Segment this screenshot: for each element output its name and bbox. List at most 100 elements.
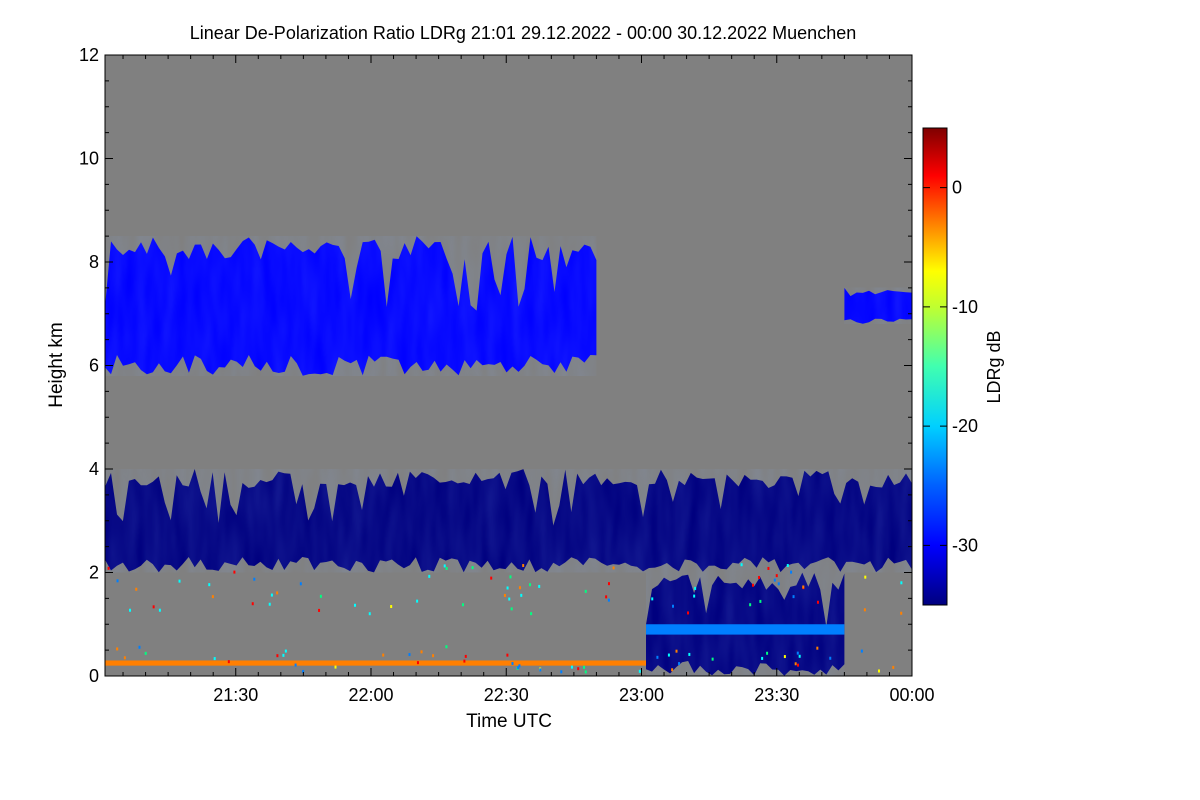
speckle-pixel xyxy=(253,577,256,581)
feature-melting-layer xyxy=(646,624,845,635)
speckle-pixel xyxy=(796,663,799,667)
speckle-pixel xyxy=(583,665,586,669)
speckle-pixel xyxy=(135,587,138,591)
speckle-pixel xyxy=(368,612,371,616)
speckle-pixel xyxy=(443,564,446,568)
y-axis-label: Height km xyxy=(46,322,67,408)
speckle-pixel xyxy=(773,578,776,582)
speckle-pixel xyxy=(284,649,287,653)
speckle-pixel xyxy=(539,668,542,672)
speckle-pixel xyxy=(829,656,832,660)
speckle-pixel xyxy=(538,584,541,588)
speckle-pixel xyxy=(777,582,780,586)
speckle-pixel xyxy=(518,664,521,668)
plot-area xyxy=(105,55,912,676)
speckle-pixel xyxy=(584,670,587,674)
speckle-pixel xyxy=(144,651,147,655)
x-tick-label: 22:00 xyxy=(348,685,393,705)
speckle-pixel xyxy=(490,576,493,580)
speckle-pixel xyxy=(570,665,573,669)
speckle-pixel xyxy=(612,566,615,570)
speckle-pixel xyxy=(767,566,770,570)
speckle-pixel xyxy=(334,665,337,669)
speckle-pixel xyxy=(758,575,761,579)
speckle-pixel xyxy=(268,602,271,606)
speckle-pixel xyxy=(607,598,610,602)
y-tick-label: 12 xyxy=(79,45,99,65)
speckle-pixel xyxy=(251,602,254,606)
speckle-pixel xyxy=(675,649,678,653)
speckle-pixel xyxy=(420,650,423,654)
speckle-pixel xyxy=(353,603,356,607)
speckle-pixel xyxy=(900,611,903,615)
speckle-pixel xyxy=(605,595,608,599)
speckle-pixel xyxy=(158,608,161,612)
chart-title: Linear De-Polarization Ratio LDRg 21:01 … xyxy=(190,23,856,43)
speckle-pixel xyxy=(607,582,610,586)
speckle-pixel xyxy=(667,653,670,657)
speckle-pixel xyxy=(759,599,762,603)
speckle-pixel xyxy=(508,597,511,601)
speckle-pixel xyxy=(445,645,448,649)
speckle-pixel xyxy=(390,605,393,609)
x-tick-label: 23:00 xyxy=(619,685,664,705)
speckle-pixel xyxy=(302,669,305,673)
speckle-pixel xyxy=(116,647,119,651)
y-tick-label: 8 xyxy=(89,252,99,272)
x-axis: 21:30 22:00 22:30 23:00 23:30 00:00 xyxy=(122,55,935,705)
speckle-pixel xyxy=(775,574,778,578)
speckle-pixel xyxy=(651,597,654,601)
speckle-pixel xyxy=(796,651,799,655)
speckle-pixel xyxy=(900,581,903,585)
feature-texture xyxy=(105,236,597,376)
speckle-pixel xyxy=(530,612,533,616)
speckle-pixel xyxy=(577,667,580,671)
speckle-pixel xyxy=(816,600,819,604)
speckle-pixel xyxy=(678,662,681,666)
speckle-pixel xyxy=(416,599,419,603)
speckle-pixel xyxy=(107,566,110,570)
speckle-pixel xyxy=(506,653,509,657)
speckle-pixel xyxy=(294,663,297,667)
speckle-pixel xyxy=(445,566,448,570)
speckle-pixel xyxy=(584,589,587,593)
speckle-pixel xyxy=(740,563,743,567)
speckle-pixel xyxy=(506,586,509,590)
y-tick-label: 6 xyxy=(89,356,99,376)
speckle-pixel xyxy=(786,564,789,568)
speckle-pixel xyxy=(687,611,690,615)
speckle-pixel xyxy=(816,646,819,650)
speckle-pixel xyxy=(138,645,141,649)
speckle-pixel xyxy=(270,593,273,597)
colorbar: 0 -10 -20 -30 LDRg dB xyxy=(922,127,1004,606)
colorbar-tick-label: -10 xyxy=(952,297,978,317)
feature-texture xyxy=(646,572,845,676)
speckle-pixel xyxy=(276,654,279,658)
speckle-pixel xyxy=(520,593,523,597)
speckle-pixel xyxy=(318,608,321,612)
speckle-pixel xyxy=(227,660,230,664)
speckle-pixel xyxy=(511,662,514,666)
speckle-pixel xyxy=(129,608,132,612)
feature-texture xyxy=(844,287,912,324)
speckle-pixel xyxy=(319,594,322,598)
feature-near-ground-layer xyxy=(105,660,647,666)
speckle-pixel xyxy=(798,654,801,658)
speckle-pixel xyxy=(428,574,431,578)
speckle-pixel xyxy=(749,603,752,607)
speckle-pixel xyxy=(693,594,696,598)
speckle-pixel xyxy=(766,651,769,655)
speckle-pixel xyxy=(416,661,419,665)
speckle-pixel xyxy=(711,657,714,661)
speckle-pixel xyxy=(792,595,795,599)
speckle-pixel xyxy=(461,603,464,607)
speckle-pixel xyxy=(233,570,236,574)
speckle-pixel xyxy=(518,586,521,590)
speckle-pixel xyxy=(432,654,435,658)
speckle-pixel xyxy=(529,583,532,587)
speckle-pixel xyxy=(152,605,155,609)
y-tick-label: 2 xyxy=(89,563,99,583)
colorbar-tick-label: -20 xyxy=(952,416,978,436)
speckle-pixel xyxy=(509,575,512,579)
